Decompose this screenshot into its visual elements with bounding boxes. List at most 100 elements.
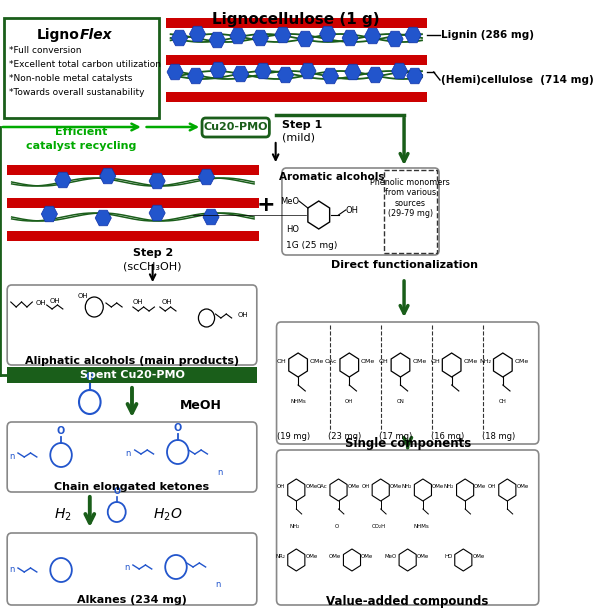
Text: OMe: OMe — [305, 483, 317, 489]
Text: OMe: OMe — [432, 483, 444, 489]
Text: Ligno: Ligno — [37, 28, 80, 42]
Text: (mild): (mild) — [282, 132, 315, 142]
Text: n: n — [9, 451, 15, 460]
Text: $H_2$: $H_2$ — [54, 507, 72, 523]
Text: OMe: OMe — [361, 359, 375, 363]
Text: OH: OH — [77, 293, 88, 299]
Text: CN: CN — [396, 399, 404, 404]
FancyBboxPatch shape — [282, 168, 439, 255]
Text: n: n — [124, 562, 130, 572]
Text: NHMs: NHMs — [413, 524, 429, 529]
Bar — [166, 18, 426, 28]
Text: *Excellent total carbon utilization: *Excellent total carbon utilization — [9, 60, 161, 69]
Text: HO: HO — [444, 553, 452, 559]
Text: Chain elongated ketones: Chain elongated ketones — [55, 482, 210, 492]
Text: OH: OH — [49, 298, 60, 304]
Bar — [384, 170, 437, 253]
Text: OMe: OMe — [474, 483, 486, 489]
Text: OH: OH — [362, 483, 370, 489]
Text: NH₂: NH₂ — [479, 359, 491, 363]
Text: NHMs: NHMs — [290, 399, 306, 404]
Text: O: O — [57, 426, 65, 436]
Text: OMe: OMe — [412, 359, 426, 363]
Text: +: + — [257, 195, 275, 215]
Text: NH₂: NH₂ — [289, 524, 300, 529]
Text: CO₂H: CO₂H — [371, 524, 386, 529]
Text: OH: OH — [346, 206, 359, 214]
Text: OMe: OMe — [348, 483, 360, 489]
Text: OH: OH — [345, 399, 353, 404]
Text: OMe: OMe — [514, 359, 529, 363]
Text: Lignin (286 mg): Lignin (286 mg) — [441, 30, 534, 40]
Text: OMe: OMe — [416, 553, 429, 559]
Text: OMe: OMe — [361, 553, 373, 559]
Text: NR₂: NR₂ — [275, 553, 286, 559]
Text: OMe: OMe — [516, 483, 528, 489]
Text: Alkanes (234 mg): Alkanes (234 mg) — [77, 595, 187, 605]
Text: Phenolic monomers
from various
sources
(29-79 mg): Phenolic monomers from various sources (… — [370, 178, 450, 218]
Bar — [7, 198, 258, 208]
Text: Aliphatic alcohols (main products): Aliphatic alcohols (main products) — [25, 356, 239, 366]
Bar — [166, 92, 426, 102]
Text: Cu20-PMO: Cu20-PMO — [203, 122, 268, 132]
Text: Lignocellulose (1 g): Lignocellulose (1 g) — [212, 12, 380, 27]
Text: MeO: MeO — [385, 553, 397, 559]
Text: (17 mg): (17 mg) — [379, 432, 413, 441]
FancyBboxPatch shape — [202, 118, 269, 137]
Text: Direct functionalization: Direct functionalization — [331, 260, 477, 270]
Text: Efficient: Efficient — [55, 127, 107, 137]
Bar — [7, 231, 258, 241]
Text: (18 mg): (18 mg) — [482, 432, 515, 441]
Text: OH: OH — [277, 483, 286, 489]
FancyBboxPatch shape — [7, 285, 257, 365]
Text: O: O — [174, 423, 182, 433]
Text: (16 mg): (16 mg) — [430, 432, 464, 441]
Text: (scCH₃OH): (scCH₃OH) — [123, 261, 182, 271]
FancyBboxPatch shape — [7, 533, 257, 605]
Text: (23 mg): (23 mg) — [328, 432, 361, 441]
FancyBboxPatch shape — [277, 450, 539, 605]
Text: OH: OH — [488, 483, 497, 489]
Text: OMe: OMe — [463, 359, 477, 363]
Text: OMe: OMe — [305, 553, 317, 559]
Text: OH: OH — [379, 359, 389, 363]
Text: n: n — [126, 448, 131, 457]
Bar — [7, 165, 258, 175]
Text: OH: OH — [162, 299, 172, 305]
Text: OAc: OAc — [317, 483, 328, 489]
Text: Single components: Single components — [345, 437, 471, 450]
Text: O: O — [86, 372, 94, 382]
Text: O: O — [113, 487, 120, 496]
Text: OH: OH — [430, 359, 440, 363]
Text: Value-added compounds: Value-added compounds — [326, 595, 489, 608]
Text: *Full conversion: *Full conversion — [9, 46, 81, 55]
Text: n: n — [9, 565, 15, 575]
Text: 1G (25 mg): 1G (25 mg) — [286, 241, 337, 250]
Text: OH: OH — [277, 359, 286, 363]
Text: Flex: Flex — [80, 28, 112, 42]
Text: MeO: MeO — [280, 196, 299, 206]
Text: $H_2O$: $H_2O$ — [153, 507, 182, 523]
Text: *Towards overall sustanability: *Towards overall sustanability — [9, 88, 145, 97]
Bar — [7, 367, 257, 383]
Text: OH: OH — [36, 300, 47, 306]
Text: (19 mg): (19 mg) — [277, 432, 310, 441]
Text: Aromatic alcohols: Aromatic alcohols — [280, 172, 385, 182]
Text: O: O — [334, 524, 339, 529]
Text: Step 1: Step 1 — [282, 120, 322, 130]
Text: OH: OH — [238, 312, 249, 318]
Text: catalyst recycling: catalyst recycling — [26, 141, 136, 151]
Text: MeOH: MeOH — [179, 398, 221, 411]
Text: n: n — [217, 468, 223, 477]
Text: OMe: OMe — [472, 553, 485, 559]
Text: NH₂: NH₂ — [444, 483, 454, 489]
Text: HO: HO — [286, 225, 299, 233]
Text: (Hemi)cellulose  (714 mg): (Hemi)cellulose (714 mg) — [441, 75, 593, 85]
Text: OMe: OMe — [310, 359, 324, 363]
FancyBboxPatch shape — [7, 422, 257, 492]
Bar — [166, 55, 426, 65]
Text: CH: CH — [499, 399, 506, 404]
Text: Spent Cu20-PMO: Spent Cu20-PMO — [80, 370, 184, 380]
Text: OMe: OMe — [390, 483, 402, 489]
Text: OMe: OMe — [329, 553, 341, 559]
